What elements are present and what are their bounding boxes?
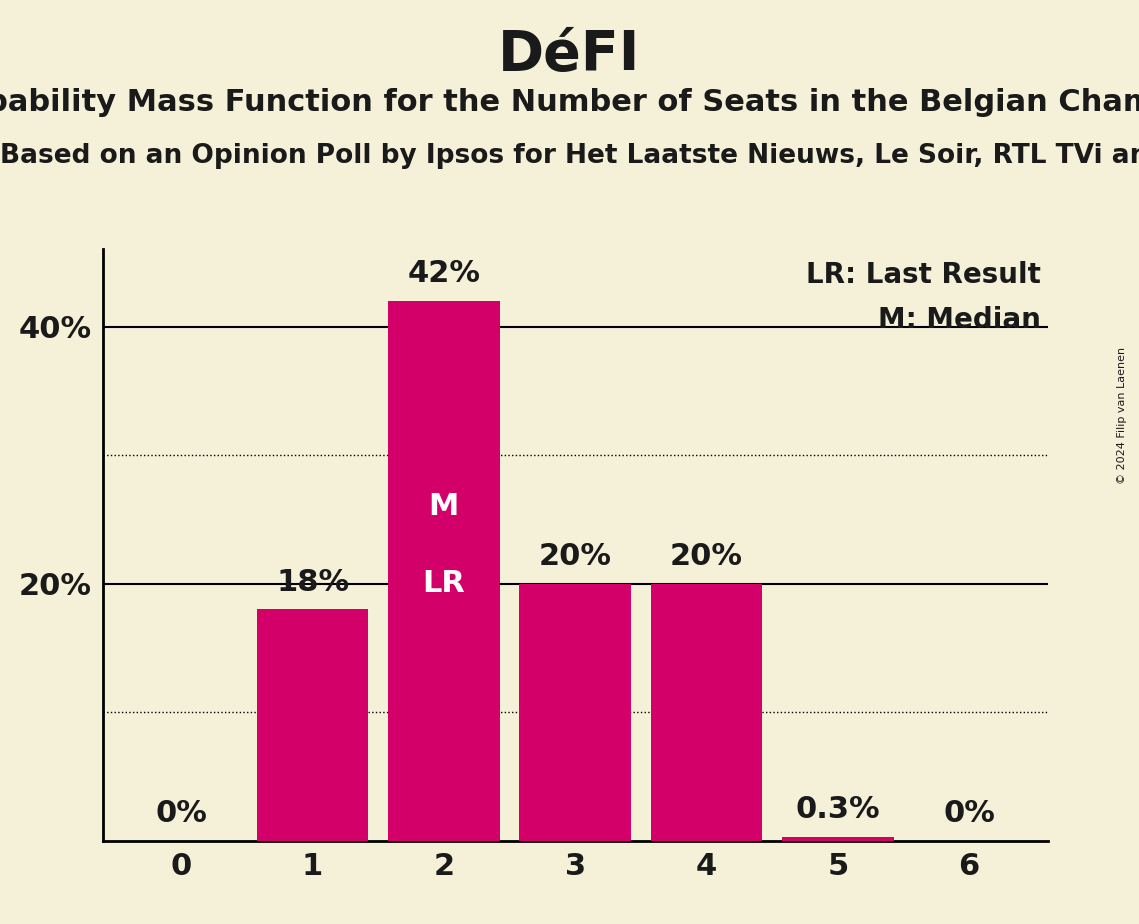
Bar — [650, 584, 762, 841]
Text: 42%: 42% — [408, 259, 481, 288]
Text: Probability Mass Function for the Number of Seats in the Belgian Chamber: Probability Mass Function for the Number… — [0, 88, 1139, 116]
Bar — [388, 301, 500, 841]
Bar — [782, 837, 894, 841]
Text: Based on an Opinion Poll by Ipsos for Het Laatste Nieuws, Le Soir, RTL TVi and V: Based on an Opinion Poll by Ipsos for He… — [0, 143, 1139, 169]
Bar — [256, 610, 368, 841]
Text: 20%: 20% — [539, 541, 612, 571]
Text: M: M — [428, 492, 459, 521]
Text: 0%: 0% — [943, 799, 995, 828]
Text: 0.3%: 0.3% — [795, 796, 880, 824]
Text: M: Median: M: Median — [878, 306, 1041, 334]
Text: DéFI: DéFI — [499, 28, 640, 81]
Bar — [519, 584, 631, 841]
Text: 20%: 20% — [670, 541, 743, 571]
Text: © 2024 Filip van Laenen: © 2024 Filip van Laenen — [1117, 347, 1126, 484]
Text: 0%: 0% — [155, 799, 207, 828]
Text: LR: Last Result: LR: Last Result — [806, 261, 1041, 289]
Text: 18%: 18% — [276, 567, 350, 597]
Text: LR: LR — [423, 569, 466, 598]
